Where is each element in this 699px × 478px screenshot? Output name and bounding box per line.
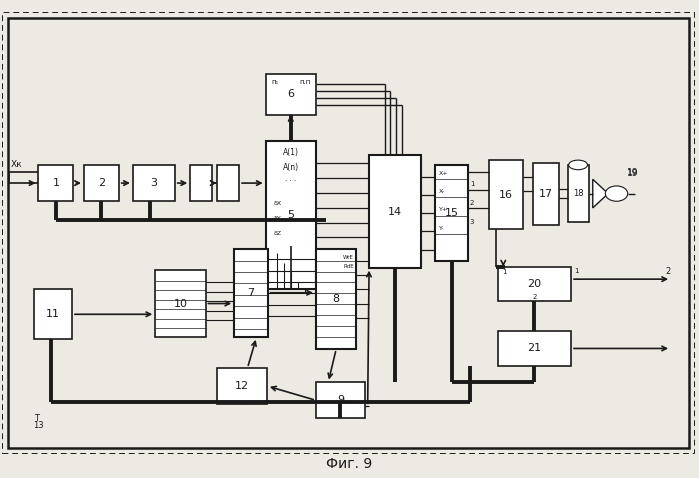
Text: 1: 1	[470, 181, 474, 187]
Text: WrE: WrE	[343, 255, 354, 260]
Text: 15: 15	[445, 208, 459, 217]
Bar	[211, 330, 368, 421]
Text: 12: 12	[235, 381, 249, 391]
Text: 19: 19	[627, 169, 638, 177]
Text: 7: 7	[247, 288, 254, 298]
Text: δX: δX	[274, 201, 282, 206]
Text: 2: 2	[665, 268, 670, 276]
Text: Хк: Хк	[11, 161, 22, 169]
Text: 2: 2	[532, 294, 537, 300]
Bar	[217, 368, 267, 404]
Bar	[234, 249, 268, 337]
Bar	[155, 270, 206, 337]
Ellipse shape	[569, 160, 588, 170]
Text: п₁: п₁	[271, 79, 278, 85]
Text: 1: 1	[575, 268, 579, 273]
Text: δZ: δZ	[274, 231, 282, 236]
Text: . . .: . . .	[285, 176, 296, 182]
Bar	[435, 165, 468, 261]
Bar	[34, 289, 72, 339]
Bar	[489, 160, 523, 229]
Text: 13: 13	[34, 421, 44, 430]
Text: 2: 2	[98, 178, 105, 188]
Text: 2: 2	[470, 200, 474, 206]
Bar	[133, 165, 175, 201]
Text: X-: X-	[439, 189, 445, 194]
Text: 16: 16	[499, 190, 513, 200]
Text: 3: 3	[150, 178, 157, 188]
Text: 21: 21	[527, 344, 542, 353]
Text: А(1): А(1)	[283, 149, 298, 157]
Text: 3: 3	[470, 219, 474, 225]
Text: Т: Т	[34, 414, 38, 423]
Text: А(n): А(n)	[282, 163, 299, 172]
Bar	[28, 407, 461, 431]
Text: 9: 9	[337, 395, 344, 405]
Text: 6: 6	[287, 89, 294, 99]
Text: 18: 18	[572, 189, 584, 198]
Bar	[186, 161, 243, 205]
Bar	[28, 261, 211, 345]
Text: п.п: п.п	[299, 79, 310, 85]
Bar	[484, 154, 563, 235]
Bar	[568, 165, 589, 222]
Bar	[533, 163, 559, 225]
Text: 1: 1	[502, 269, 506, 274]
Text: 20: 20	[527, 279, 542, 289]
Text: δY: δY	[274, 216, 282, 221]
Bar	[217, 165, 239, 201]
Bar	[266, 74, 316, 115]
Text: 17: 17	[539, 189, 553, 198]
Bar	[190, 165, 212, 201]
Bar	[498, 331, 571, 366]
Bar	[38, 165, 73, 201]
Text: RdE: RdE	[343, 264, 354, 269]
Text: 1: 1	[52, 178, 59, 188]
Text: 5: 5	[287, 210, 294, 220]
Polygon shape	[593, 179, 608, 208]
Bar	[266, 141, 316, 289]
Bar	[316, 249, 356, 349]
Text: Y-: Y-	[439, 226, 445, 230]
Bar	[369, 155, 421, 268]
Circle shape	[605, 186, 628, 201]
Text: 10: 10	[173, 299, 187, 308]
Text: 19: 19	[627, 168, 638, 176]
Text: Фиг. 9: Фиг. 9	[326, 456, 373, 471]
Text: X+: X+	[439, 171, 449, 176]
Text: 8: 8	[333, 294, 340, 304]
Text: 11: 11	[45, 309, 60, 319]
Text: Y+: Y+	[439, 207, 448, 212]
Bar	[498, 267, 571, 301]
Text: 14: 14	[388, 206, 403, 217]
Bar	[316, 382, 365, 418]
Bar	[84, 165, 119, 201]
